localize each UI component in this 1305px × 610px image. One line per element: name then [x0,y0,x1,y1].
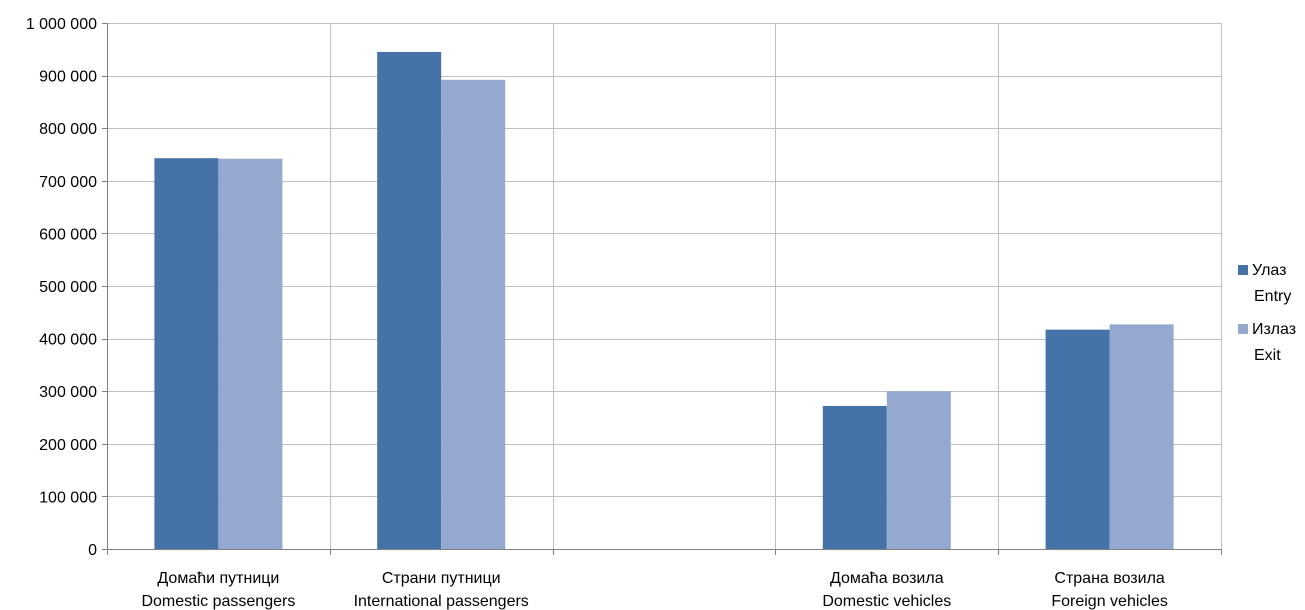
grid-lines [107,23,1222,549]
bar-entry-1 [377,51,442,550]
bar-exit-1 [441,79,506,550]
y-tick-label: 0 [88,542,97,559]
y-tick-label: 900 000 [39,69,97,86]
category-label-line1: Домаћи путници [157,570,279,587]
y-tick-labels: 0 100 000 200 000 300 000 400 000 500 000 600 … [26,16,97,559]
category-label-line1: Страни путници [382,570,501,587]
bar-entry-3 [822,405,887,549]
y-tick-label: 200 000 [39,437,97,454]
bars-group [154,51,1174,550]
y-tick-label: 600 000 [39,226,97,243]
category-label-line2: Foreign vehicles [1051,593,1168,610]
legend-swatch-entry [1238,265,1248,275]
category-label-line2: Domestic passengers [141,593,295,610]
y-tick-label: 400 000 [39,332,97,349]
axes [102,23,1222,555]
category-label-line1: Домаћа возила [830,570,944,587]
y-tick-label: 1 000 000 [26,16,97,33]
bar-exit-3 [886,391,951,549]
category-label-line1: Страна возила [1054,570,1165,587]
legend-label-exit: Излаз [1252,321,1296,338]
y-tick-label: 100 000 [39,489,97,506]
legend-label-entry: Улаз [1252,262,1286,279]
y-tick-label: 500 000 [39,279,97,296]
bar-entry-4 [1045,329,1110,549]
legend-label2-entry: Entry [1254,288,1291,305]
category-label-line2: Domestic vehicles [822,593,951,610]
legend-swatch-exit [1238,324,1248,334]
legend-label2-exit: Exit [1254,347,1281,364]
y-tick-label: 300 000 [39,384,97,401]
y-tick-label: 800 000 [39,121,97,138]
category-label-line2: International passengers [354,593,529,610]
y-tick-label: 700 000 [39,174,97,191]
legend: Улаз Entry Излаз Exit [1238,262,1296,364]
bar-exit-0 [218,158,283,549]
bar-exit-4 [1109,324,1174,549]
bar-entry-0 [154,158,219,549]
category-labels: Домаћи путници Domestic passengers Страни … [141,570,1167,610]
